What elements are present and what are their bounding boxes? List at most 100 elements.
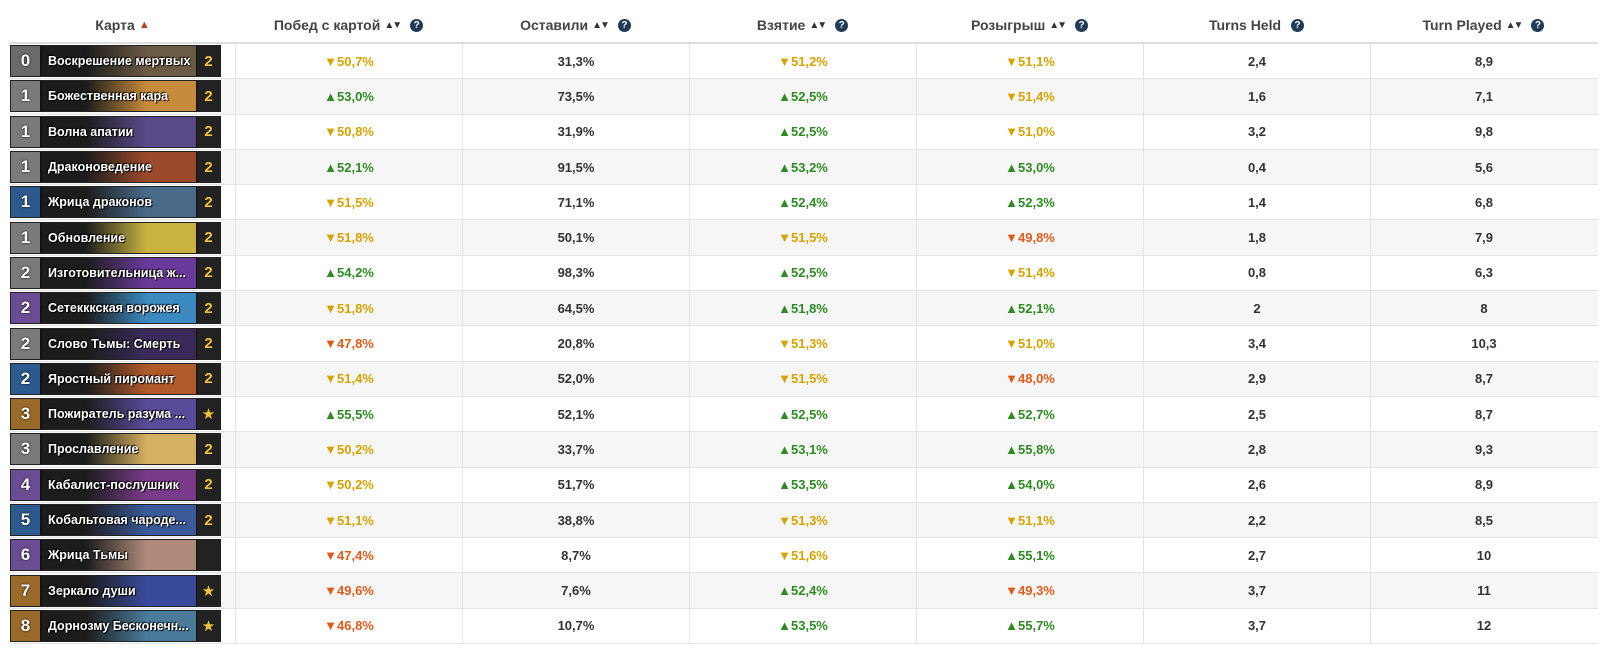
table-row: 3 Пожиратель разума ... ★ ▲55,5% 52,1% ▲… (10, 396, 1598, 433)
turns-held-value: 0,4 (1143, 149, 1370, 185)
card-tile[interactable]: 2 Яростный пиромант 2 (10, 362, 221, 395)
turns-held-value: 3,7 (1143, 573, 1370, 608)
card-art-image (86, 187, 196, 218)
card-cell: 3 Прославление 2 (10, 432, 235, 466)
mana-cost: 2 (11, 293, 42, 324)
kept-value: 8,7% (462, 538, 689, 573)
card-count: 2 (196, 222, 220, 253)
turns-held-value: 2,9 (1143, 361, 1370, 396)
card-tile[interactable]: 4 Кабалист-послушник 2 (10, 468, 221, 501)
card-art-image (86, 152, 196, 183)
card-art-image (86, 469, 196, 500)
drawn-value: ▲52,4% (689, 185, 916, 220)
card-art: Божественная кара (42, 81, 196, 112)
card-count: ★ (196, 610, 220, 641)
header-drawn[interactable]: Взятие ▲▼ ? (689, 8, 916, 42)
turns-held-value: 2,4 (1143, 44, 1370, 79)
card-count: 2 (196, 293, 220, 324)
drawn-value: ▲53,5% (689, 608, 916, 644)
help-icon[interactable]: ? (617, 18, 631, 32)
card-cell: 2 Слово Тьмы: Смерть 2 (10, 326, 235, 360)
turns-held-value: 1,4 (1143, 185, 1370, 220)
card-name: Зеркало души (48, 583, 136, 598)
turn-played-value: 8,7 (1370, 396, 1597, 432)
header-turn-played[interactable]: Turn Played ▲▼ ? (1370, 8, 1597, 42)
table-row: 7 Зеркало души ★ ▼49,6% 7,6% ▲52,4% ▼49,… (10, 573, 1598, 609)
card-art: Обновление (42, 222, 196, 253)
table-row: 1 Драконоведение 2 ▲52,1% 91,5% ▲53,2% ▲… (10, 149, 1598, 186)
card-tile[interactable]: 3 Прославление 2 (10, 433, 221, 466)
turn-played-value: 7,1 (1370, 79, 1597, 114)
card-name: Слово Тьмы: Смерть (48, 336, 181, 351)
card-cell: 7 Зеркало души ★ (10, 573, 235, 607)
help-icon[interactable]: ? (835, 18, 849, 32)
mana-cost: 2 (11, 257, 42, 288)
card-tile[interactable]: 2 Изготовительница ж... 2 (10, 256, 221, 289)
winrate-value: ▼51,1% (235, 502, 462, 538)
card-count: 2 (196, 505, 220, 535)
turns-held-value: 2,5 (1143, 396, 1370, 432)
card-tile[interactable]: 1 Обновление 2 (10, 221, 221, 254)
winrate-value: ▼50,2% (235, 467, 462, 502)
card-tile[interactable]: 1 Жрица драконов 2 (10, 186, 221, 219)
card-art: Изготовительница ж... (42, 257, 196, 288)
card-art: Драконоведение (42, 152, 196, 183)
card-tile[interactable]: 8 Дорнозму Бесконечн... ★ (10, 609, 221, 642)
card-tile[interactable]: 7 Зеркало души ★ (10, 574, 221, 607)
card-tile[interactable]: 1 Волна апатии 2 (10, 115, 221, 148)
card-tile[interactable]: 3 Пожиратель разума ... ★ (10, 398, 221, 431)
card-tile[interactable]: 0 Воскрешение мертвых 2 (10, 45, 221, 78)
drawn-value: ▲52,5% (689, 396, 916, 432)
played-value: ▼51,4% (916, 255, 1143, 291)
table-row: 4 Кабалист-послушник 2 ▼50,2% 51,7% ▲53,… (10, 467, 1598, 503)
card-tile[interactable]: 6 Жрица Тьмы (10, 539, 221, 572)
card-art-image (86, 116, 196, 147)
turn-played-value: 5,6 (1370, 149, 1597, 185)
card-art-image (86, 575, 196, 606)
card-name: Дорнозму Бесконечн... (48, 618, 189, 633)
drawn-value: ▲53,1% (689, 432, 916, 467)
played-value: ▲53,0% (916, 149, 1143, 185)
card-tile[interactable]: 2 Слово Тьмы: Смерть 2 (10, 327, 221, 360)
card-count: 2 (196, 46, 220, 77)
header-winrate-label: Побед с картой (273, 17, 381, 33)
card-tile[interactable]: 5 Кобальтовая чароде... 2 (10, 504, 221, 536)
header-kept-label: Оставили (520, 17, 589, 33)
card-count: 2 (196, 434, 220, 465)
help-icon[interactable]: ? (410, 18, 424, 32)
mana-cost: 0 (11, 46, 42, 77)
help-icon[interactable]: ? (1531, 18, 1545, 32)
card-tile[interactable]: 1 Божественная кара 2 (10, 80, 221, 113)
turns-held-value: 2,2 (1143, 502, 1370, 538)
table-row: 6 Жрица Тьмы ▼47,4% 8,7% ▼51,6% ▲55,1% 2… (10, 538, 1598, 574)
kept-value: 52,0% (462, 361, 689, 396)
table-row: 2 Слово Тьмы: Смерть 2 ▼47,8% 20,8% ▼51,… (10, 326, 1598, 362)
turns-held-value: 0,8 (1143, 255, 1370, 291)
played-value: ▲52,1% (916, 291, 1143, 326)
card-count: 2 (196, 81, 220, 112)
turn-played-value: 8,5 (1370, 502, 1597, 538)
drawn-value: ▲51,8% (689, 291, 916, 326)
header-played[interactable]: Розыгрыш ▲▼ ? (916, 8, 1143, 42)
drawn-value: ▼51,5% (689, 220, 916, 255)
card-name: Кобальтовая чароде... (48, 513, 186, 527)
card-count: 2 (196, 187, 220, 218)
header-kept[interactable]: Оставили ▲▼ ? (462, 8, 689, 42)
card-tile[interactable]: 1 Драконоведение 2 (10, 151, 221, 184)
help-icon[interactable]: ? (1075, 18, 1089, 32)
help-icon[interactable]: ? (1291, 18, 1305, 32)
drawn-value: ▲52,5% (689, 79, 916, 114)
card-cell: 8 Дорнозму Бесконечн... ★ (10, 609, 235, 643)
card-tile[interactable]: 2 Сетекккская ворожея 2 (10, 292, 221, 325)
card-cell: 0 Воскрешение мертвых 2 (10, 44, 235, 78)
table-row: 1 Обновление 2 ▼51,8% 50,1% ▼51,5% ▼49,8… (10, 220, 1598, 256)
table-row: 1 Божественная кара 2 ▲53,0% 73,5% ▲52,5… (10, 79, 1598, 115)
header-card[interactable]: Карта ▲ (10, 8, 235, 42)
winrate-value: ▼50,8% (235, 114, 462, 149)
card-count (196, 540, 220, 571)
header-turns-held[interactable]: Turns Held ? (1143, 8, 1370, 42)
mana-cost: 3 (11, 434, 42, 465)
card-art: Дорнозму Бесконечн... (42, 610, 196, 641)
header-winrate[interactable]: Побед с картой ▲▼ ? (235, 8, 462, 42)
table-row: 1 Волна апатии 2 ▼50,8% 31,9% ▲52,5% ▼51… (10, 114, 1598, 150)
